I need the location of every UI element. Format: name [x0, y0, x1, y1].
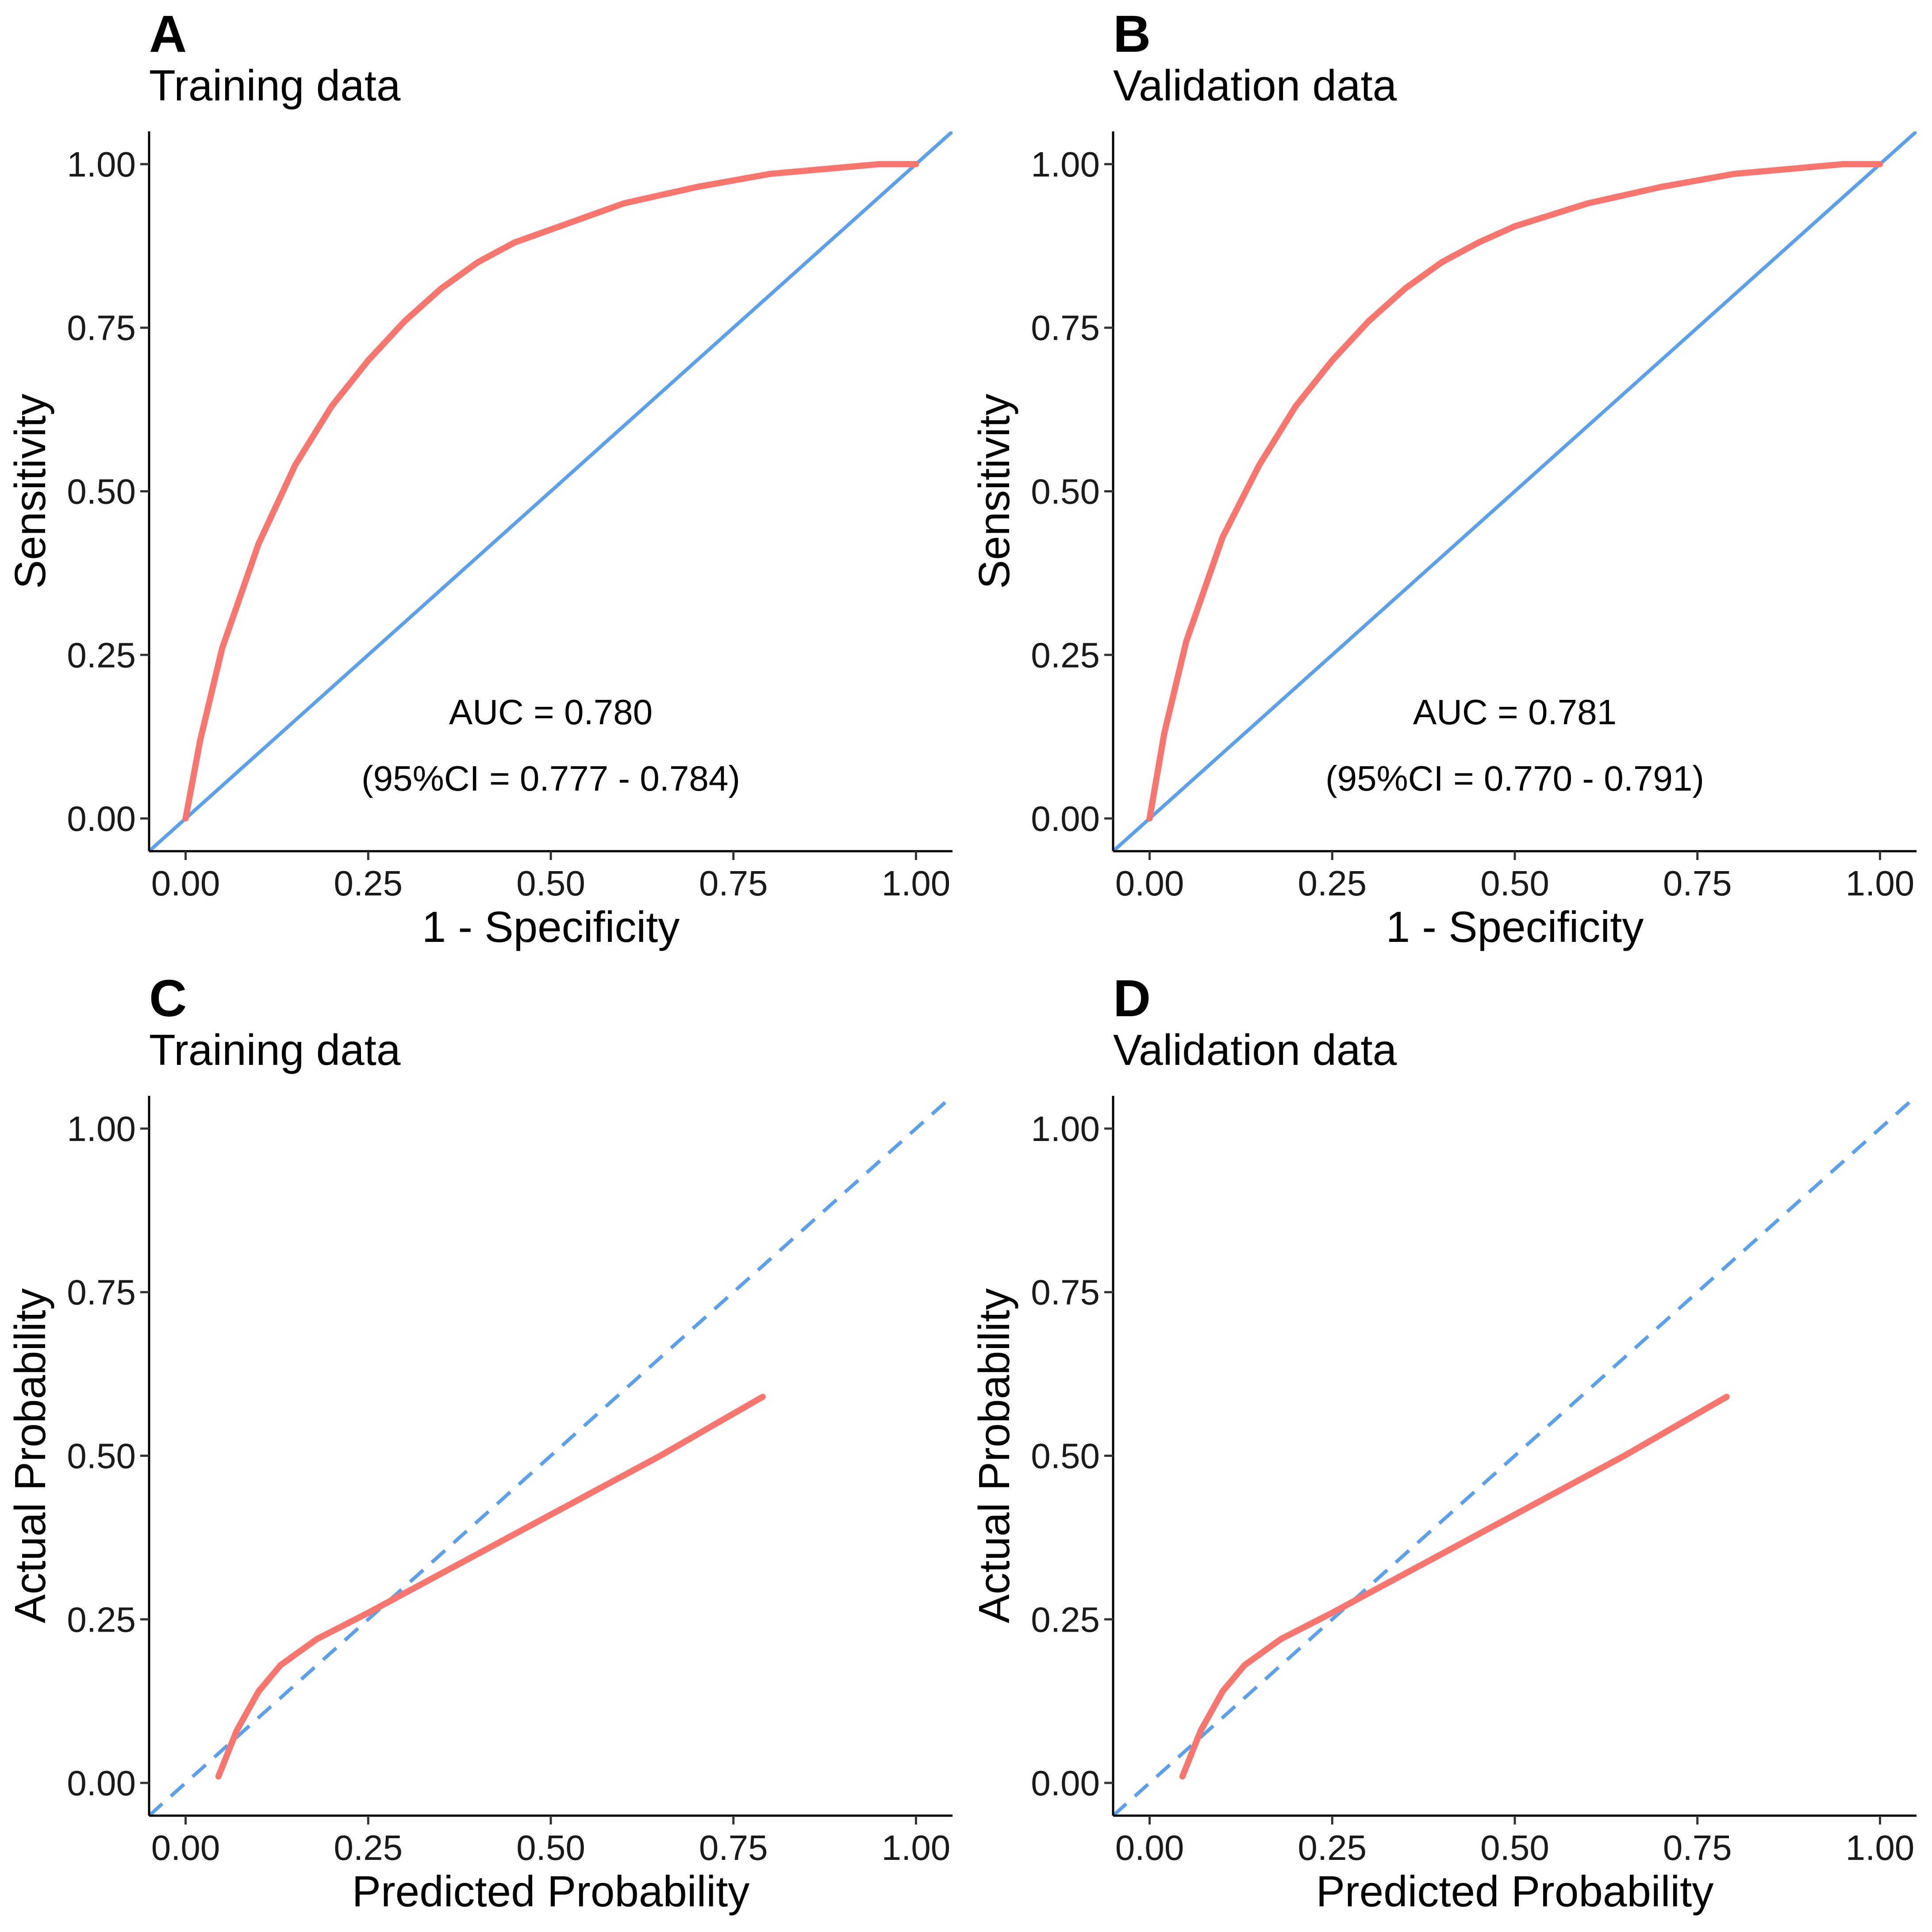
x-tick-label-c-3: 0.75	[699, 1828, 768, 1867]
y-tick-label-b-0: 0.00	[1031, 799, 1100, 838]
x-tick-label-b-2: 0.50	[1480, 864, 1549, 903]
y-tick-label-d-0: 0.00	[1031, 1763, 1100, 1803]
y-tick-label-a-2: 0.50	[67, 472, 136, 511]
x-axis-title-d: Predicted Probability	[1316, 1867, 1714, 1916]
x-tick-label-d-1: 0.25	[1298, 1828, 1367, 1867]
x-axis-title-a: 1 - Specificity	[422, 903, 680, 951]
x-tick-label-b-4: 1.00	[1846, 864, 1915, 903]
x-tick-label-a-4: 1.00	[882, 864, 951, 903]
y-tick-label-b-4: 1.00	[1031, 145, 1100, 184]
curve-c-0	[215, 1394, 766, 1780]
y-tick-label-c-2: 0.50	[67, 1437, 136, 1476]
panel-label-c: C	[149, 969, 187, 1028]
x-tick-label-a-3: 0.75	[699, 864, 768, 903]
y-tick-label-b-2: 0.50	[1031, 472, 1100, 511]
y-axis-title-b: Sensitivity	[970, 394, 1018, 589]
curve-b-0	[1146, 161, 1883, 822]
x-tick-label-d-3: 0.75	[1663, 1828, 1732, 1867]
curve-a-0	[182, 161, 919, 822]
y-tick-label-a-3: 0.75	[67, 308, 136, 348]
annotation-a-0: AUC = 0.780	[449, 692, 653, 732]
x-tick-label-a-0: 0.00	[151, 864, 220, 903]
x-tick-label-c-1: 0.25	[334, 1828, 403, 1867]
reference-line-c	[149, 1096, 953, 1816]
panel-title-b: Validation data	[1113, 61, 1397, 110]
y-axis-title-a: Sensitivity	[6, 394, 54, 589]
y-tick-label-a-0: 0.00	[67, 799, 136, 838]
reference-line-b	[1113, 131, 1917, 851]
y-axis-title-c: Actual Probability	[6, 1288, 54, 1623]
y-tick-label-c-0: 0.00	[67, 1763, 136, 1803]
x-axis-title-b: 1 - Specificity	[1386, 903, 1644, 951]
x-tick-label-d-0: 0.00	[1115, 1828, 1184, 1867]
curve-d-0	[1179, 1394, 1730, 1780]
y-tick-label-a-4: 1.00	[67, 145, 136, 184]
x-tick-label-d-2: 0.50	[1480, 1828, 1549, 1867]
x-tick-label-a-2: 0.50	[516, 864, 585, 903]
x-axis-title-c: Predicted Probability	[352, 1867, 750, 1916]
x-tick-label-b-3: 0.75	[1663, 864, 1732, 903]
annotation-b-0: AUC = 0.781	[1413, 692, 1617, 732]
reference-line-a	[149, 131, 953, 851]
x-tick-label-c-4: 1.00	[882, 1828, 951, 1867]
y-tick-label-d-2: 0.50	[1031, 1437, 1100, 1476]
panel-label-b: B	[1113, 5, 1151, 63]
panel-title-d: Validation data	[1113, 1026, 1397, 1074]
y-tick-label-b-1: 0.25	[1031, 635, 1100, 675]
panel-title-c: Training data	[149, 1026, 401, 1074]
annotation-b-1: (95%CI = 0.770 - 0.791)	[1325, 759, 1704, 798]
y-tick-label-a-1: 0.25	[67, 635, 136, 675]
y-tick-label-c-3: 0.75	[67, 1273, 136, 1312]
panel-label-a: A	[149, 5, 187, 63]
reference-line-d	[1113, 1096, 1917, 1816]
y-tick-label-d-4: 1.00	[1031, 1109, 1100, 1148]
y-tick-label-b-3: 0.75	[1031, 308, 1100, 348]
y-axis-title-d: Actual Probability	[970, 1288, 1018, 1623]
x-tick-label-d-4: 1.00	[1846, 1828, 1915, 1867]
y-tick-label-c-4: 1.00	[67, 1109, 136, 1148]
panel-title-a: Training data	[149, 61, 401, 110]
x-tick-label-c-0: 0.00	[151, 1828, 220, 1867]
y-tick-label-c-1: 0.25	[67, 1600, 136, 1639]
y-tick-label-d-3: 0.75	[1031, 1273, 1100, 1312]
x-tick-label-a-1: 0.25	[334, 864, 403, 903]
panel-label-d: D	[1113, 969, 1151, 1028]
x-tick-label-b-0: 0.00	[1115, 864, 1184, 903]
x-tick-label-b-1: 0.25	[1298, 864, 1367, 903]
x-tick-label-c-2: 0.50	[516, 1828, 585, 1867]
y-tick-label-d-1: 0.25	[1031, 1600, 1100, 1639]
annotation-a-1: (95%CI = 0.777 - 0.784)	[361, 759, 740, 798]
